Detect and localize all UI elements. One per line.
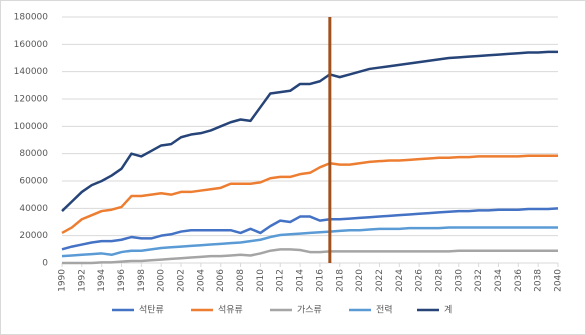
x-tick-label: 2012 bbox=[276, 269, 286, 292]
x-tick-label: 2000 bbox=[157, 269, 167, 292]
x-tick-label: 2030 bbox=[454, 269, 464, 292]
y-tick-label: 0 bbox=[42, 259, 48, 269]
x-tick-label: 2038 bbox=[534, 269, 544, 292]
legend-label: 전력 bbox=[376, 304, 393, 316]
x-tick-label: 2008 bbox=[236, 269, 246, 292]
series-line bbox=[61, 226, 558, 258]
x-tick-label: 1998 bbox=[137, 269, 147, 292]
x-tick-label: 2040 bbox=[554, 269, 564, 292]
x-tick-label: 2014 bbox=[296, 269, 306, 292]
x-tick-label: 1990 bbox=[58, 269, 68, 292]
y-tick-label: 60000 bbox=[19, 177, 48, 187]
x-tick-label: 2010 bbox=[256, 269, 266, 292]
x-tick-label: 2024 bbox=[395, 269, 405, 292]
y-tick-label: 80000 bbox=[19, 149, 48, 159]
x-tick-label: 2026 bbox=[415, 269, 425, 292]
series-line bbox=[61, 207, 559, 251]
y-tick-label: 20000 bbox=[19, 231, 48, 241]
x-tick-label: 2004 bbox=[196, 269, 206, 292]
x-tick-label: 2006 bbox=[216, 269, 226, 292]
x-tick-label: 2022 bbox=[375, 269, 385, 292]
series-line bbox=[61, 154, 558, 235]
x-tick-label: 2018 bbox=[335, 269, 345, 292]
x-tick-label: 1996 bbox=[117, 269, 127, 292]
x-tick-label: 1994 bbox=[97, 269, 107, 292]
y-tick-label: 100000 bbox=[14, 122, 49, 132]
x-tick-label: 2002 bbox=[177, 269, 187, 292]
y-tick-label: 40000 bbox=[19, 204, 48, 214]
y-tick-label: 120000 bbox=[14, 95, 49, 105]
x-tick-label: 2036 bbox=[514, 269, 524, 292]
x-tick-label: 2020 bbox=[355, 269, 365, 292]
x-tick-label: 2016 bbox=[315, 269, 325, 292]
y-tick-label: 140000 bbox=[14, 67, 49, 77]
legend-label: 계 bbox=[444, 304, 452, 316]
x-tick-label: 2028 bbox=[434, 269, 444, 292]
y-tick-label: 160000 bbox=[14, 40, 49, 50]
x-tick-label: 2034 bbox=[494, 269, 504, 292]
series-line bbox=[61, 50, 558, 212]
series-line bbox=[62, 248, 558, 265]
legend-label: 석탄류 bbox=[139, 305, 164, 316]
y-tick-label: 180000 bbox=[14, 13, 49, 23]
legend-label: 석유류 bbox=[218, 305, 243, 316]
x-tick-label: 2032 bbox=[474, 269, 484, 292]
x-tick-label: 1992 bbox=[77, 269, 87, 292]
legend-label: 가스류 bbox=[297, 305, 322, 316]
